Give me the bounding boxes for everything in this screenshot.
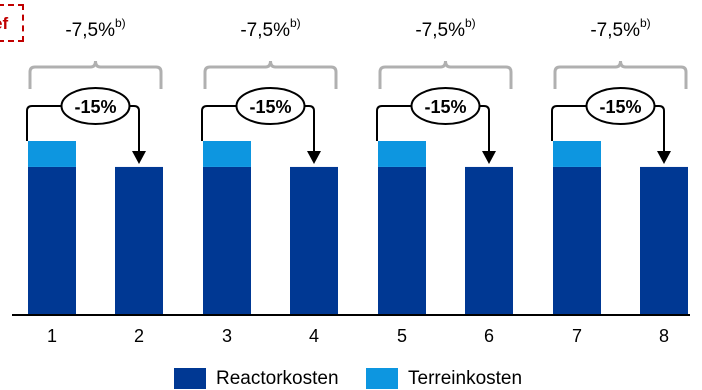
legend-label-terreinkosten: Terreinkosten	[408, 367, 523, 389]
reduction-oval-4	[585, 87, 656, 125]
bar-reactorkosten-8	[640, 166, 688, 314]
x-tick-label-3: 3	[222, 326, 232, 346]
legend-swatch-reactorkosten	[174, 368, 206, 389]
reduction-label-3: -15%	[424, 97, 466, 117]
reduction-oval-3	[410, 87, 481, 125]
group-bracket-label-1: -7,5%b)	[65, 16, 125, 41]
group-bracket-1	[28, 60, 163, 89]
bar-reactorkosten-6	[465, 166, 513, 314]
x-tick-label-5: 5	[397, 326, 407, 346]
bar-reactorkosten-5	[378, 166, 426, 314]
bar-reactorkosten-7	[553, 166, 601, 314]
x-tick-label-6: 6	[484, 326, 494, 346]
group-bracket-label-4: -7,5%b)	[590, 16, 650, 41]
group-bracket-label-2: -7,5%b)	[240, 16, 300, 41]
bar-terreinkosten-5	[378, 141, 426, 167]
corner-tag-text: ef	[0, 14, 9, 33]
corner-tag: ef	[0, 4, 24, 42]
reduction-arrowhead-2	[307, 151, 321, 164]
bar-reactorkosten-4	[290, 166, 338, 314]
reduction-label-2: -15%	[249, 97, 291, 117]
chart: 1 2 3 4 5 6 7 8 -7,5%b) -15% -7,5%b) -15% -7,5%b) -15…	[12, 16, 690, 346]
reduction-arrowhead-4	[657, 151, 671, 164]
legend-swatch-terreinkosten	[366, 368, 398, 389]
bar-reactorkosten-3	[203, 166, 251, 314]
x-tick-label-2: 2	[134, 326, 144, 346]
x-tick-label-4: 4	[309, 326, 319, 346]
x-tick-label-1: 1	[47, 326, 57, 346]
group-bracket-2	[203, 60, 338, 89]
bar-terreinkosten-3	[203, 141, 251, 167]
bar-reactorkosten-2	[115, 166, 163, 314]
x-tick-label-8: 8	[659, 326, 669, 346]
legend-item-reactorkosten: Reactorkosten	[174, 368, 339, 389]
bar-terreinkosten-7	[553, 141, 601, 167]
legend: Reactorkosten Terreinkosten	[0, 368, 702, 389]
reduction-arrowhead-1	[132, 151, 146, 164]
reduction-label-4: -15%	[599, 97, 641, 117]
bar-reactorkosten-1	[28, 166, 76, 314]
bar-terreinkosten-1	[28, 141, 76, 167]
group-bracket-4	[553, 60, 688, 89]
reduction-oval-1	[60, 87, 131, 125]
group-bracket-label-3: -7,5%b)	[415, 16, 475, 41]
legend-item-terreinkosten: Terreinkosten	[366, 368, 522, 389]
reduction-arrowhead-3	[482, 151, 496, 164]
reduction-oval-2	[235, 87, 306, 125]
legend-label-reactorkosten: Reactorkosten	[216, 367, 339, 389]
group-bracket-3	[378, 60, 513, 89]
x-tick-label-7: 7	[572, 326, 582, 346]
reduction-label-1: -15%	[74, 97, 116, 117]
